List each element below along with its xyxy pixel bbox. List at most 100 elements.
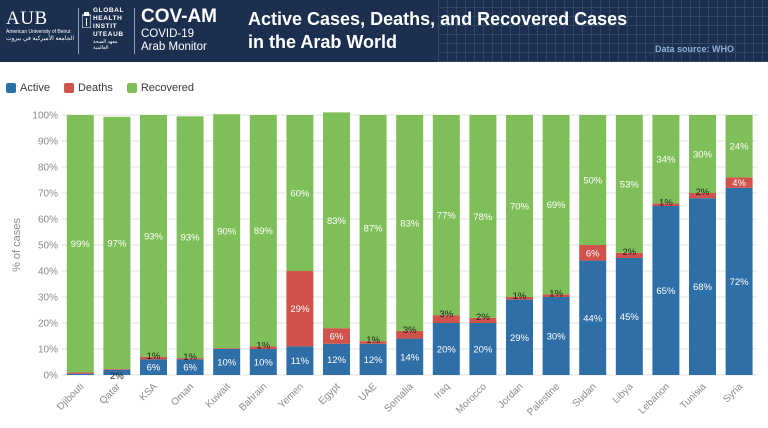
data-label: 20% [437, 345, 457, 356]
bar-segment-deaths [469, 317, 497, 323]
legend-item-deaths: Deaths [63, 82, 113, 94]
x-tick-label: Morocco [454, 381, 489, 416]
institute-name: GLOBAL HEALTH INSTIT UTEAUB معهد الصحة ا… [93, 7, 131, 51]
bar-segment-recovered [652, 115, 680, 204]
data-label: 93% [144, 231, 164, 242]
bar-segment-active [249, 349, 277, 375]
data-label: 90% [217, 227, 237, 238]
data-label: 4% [732, 178, 746, 189]
data-label: 83% [327, 216, 347, 227]
data-label: 24% [730, 142, 750, 153]
bar-segment-deaths [579, 245, 607, 261]
brand-subtitle: Arab Monitor [141, 41, 207, 53]
data-label: 2% [622, 247, 636, 258]
bar-segment-active [286, 346, 314, 375]
y-tick-label: 90% [38, 137, 58, 148]
bar-segment-recovered [213, 114, 241, 349]
bar-segment-active [542, 297, 570, 375]
bar-segment-deaths [176, 358, 204, 360]
x-tick-label: UAE [357, 381, 380, 404]
data-label: 93% [181, 233, 201, 244]
bar-segment-recovered [176, 116, 204, 359]
institute-emblem-icon [82, 12, 91, 28]
data-label: 68% [693, 282, 713, 293]
bar-segment-recovered [432, 115, 460, 316]
data-label: 30% [693, 150, 713, 161]
bar-segment-active [66, 373, 94, 375]
bar-segment-recovered [689, 115, 716, 193]
bar-segment-deaths [396, 330, 424, 339]
data-label: 6% [147, 363, 161, 374]
data-label: 89% [254, 226, 274, 237]
data-label: 77% [437, 211, 457, 222]
bar-segment-recovered [542, 115, 570, 295]
bar-segment-active [396, 338, 424, 375]
bar-segment-recovered [725, 115, 753, 178]
data-label: 87% [364, 224, 384, 235]
data-label: 30% [547, 332, 567, 343]
bar-segment-deaths [615, 252, 643, 258]
data-label: 45% [620, 312, 640, 323]
x-tick-label: Oman [169, 381, 196, 408]
header-divider [134, 8, 135, 54]
bar-segment-deaths [652, 203, 680, 206]
bar-segment-recovered [140, 115, 167, 357]
x-tick-label: Bahrain [237, 381, 269, 413]
y-tick-label: 70% [38, 189, 58, 200]
data-label: 72% [730, 277, 750, 288]
data-label: 50% [583, 176, 603, 187]
x-tick-label: Syria [721, 381, 745, 405]
data-label: 14% [400, 352, 420, 363]
bar-segment-recovered [469, 115, 497, 318]
legend-swatch [126, 83, 137, 93]
y-tick-label: 10% [38, 345, 58, 356]
bar-segment-recovered [66, 115, 94, 373]
aub-university-name: American University of Beirut [6, 29, 71, 35]
bar-segment-active [432, 323, 460, 375]
aub-logo: AUB American University of Beirut الجامع… [6, 9, 76, 53]
y-tick-label: 40% [38, 267, 58, 278]
y-tick-label: 80% [38, 163, 58, 174]
x-tick-label: Libya [611, 381, 636, 406]
data-label: 97% [107, 238, 127, 249]
legend-swatch [63, 83, 74, 93]
data-label: 60% [290, 189, 310, 200]
aub-logo-mark: AUB [6, 8, 48, 29]
bar-segment-deaths [725, 177, 753, 188]
bar-segment-active [359, 343, 387, 375]
bar-segment-deaths [66, 372, 94, 374]
bar-segment-active [103, 369, 131, 375]
bar-segment-deaths [140, 356, 167, 360]
data-label: 6% [330, 332, 344, 343]
institute-line: HEALTH [93, 15, 123, 22]
x-tick-label: Somalia [382, 381, 416, 415]
bar-segment-active [323, 343, 350, 375]
data-label: 44% [583, 313, 603, 324]
data-label: 3% [403, 325, 417, 336]
x-tick-label: Jordan [496, 381, 525, 410]
data-label: 1% [366, 335, 380, 346]
y-tick-label: 100% [32, 111, 58, 122]
data-label: 20% [473, 345, 493, 356]
chart-title: Active Cases, Deaths, and Recovered Case… [248, 8, 627, 54]
y-tick-label: 50% [38, 241, 58, 252]
chart-title-line: in the Arab World [248, 32, 398, 52]
y-tick-label: 30% [38, 293, 58, 304]
chart-title-line: Active Cases, Deaths, and Recovered Case… [248, 9, 628, 29]
bar-segment-deaths [249, 346, 277, 349]
bar-segment-deaths [359, 341, 387, 344]
y-axis-label: % of cases [11, 218, 23, 272]
bar-segment-active [689, 198, 716, 375]
header-divider [78, 8, 79, 54]
data-label: 2% [110, 371, 124, 382]
bar-segment-deaths [286, 271, 314, 347]
chart-legend: Active Deaths Recovered [6, 82, 208, 94]
y-tick-label: 0% [44, 371, 59, 382]
institute-line: GLOBAL [93, 7, 125, 14]
x-tick-label: KSA [138, 381, 160, 403]
data-label: 83% [400, 218, 420, 229]
bar-segment-active [176, 359, 204, 375]
data-label: 3% [439, 309, 453, 320]
institute-line: UTEAUB [93, 31, 124, 38]
x-tick-label: Lebanon [637, 381, 672, 416]
